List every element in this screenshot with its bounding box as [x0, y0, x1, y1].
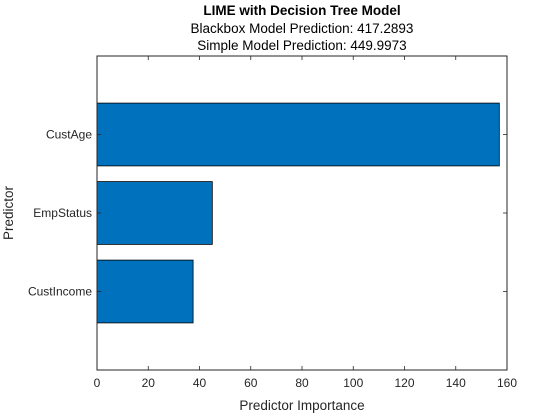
x-tick-label: 160 [497, 376, 517, 390]
y-tick-label: EmpStatus [33, 206, 92, 220]
x-tick-label: 60 [244, 376, 258, 390]
bar-custincome [96, 259, 194, 324]
x-tick-label: 80 [295, 376, 309, 390]
x-tick-label: 20 [142, 376, 156, 390]
y-tick-labels: CustAge EmpStatus CustIncome [28, 128, 507, 299]
x-tick-label: 140 [446, 376, 466, 390]
x-axis-label: Predictor Importance [239, 398, 364, 413]
chart-title: LIME with Decision Tree Model [203, 3, 400, 18]
bar-empstatus [96, 181, 213, 245]
x-tick-label: 100 [343, 376, 363, 390]
y-axis-label: Predictor [1, 185, 16, 240]
chart-subtitle-1: Blackbox Model Prediction: 417.2893 [191, 21, 414, 36]
bars-group [96, 102, 500, 324]
x-tick-label: 0 [94, 376, 101, 390]
x-tick-label: 40 [193, 376, 207, 390]
chart-subtitle-2: Simple Model Prediction: 449.9973 [197, 38, 406, 53]
bar-custage [96, 102, 500, 167]
y-tick-label: CustIncome [28, 285, 92, 299]
y-tick-label: CustAge [46, 128, 92, 142]
x-ticks: 0 20 40 60 80 100 120 140 160 [94, 56, 517, 390]
x-tick-label: 120 [394, 376, 414, 390]
plot-frame [96, 55, 508, 371]
